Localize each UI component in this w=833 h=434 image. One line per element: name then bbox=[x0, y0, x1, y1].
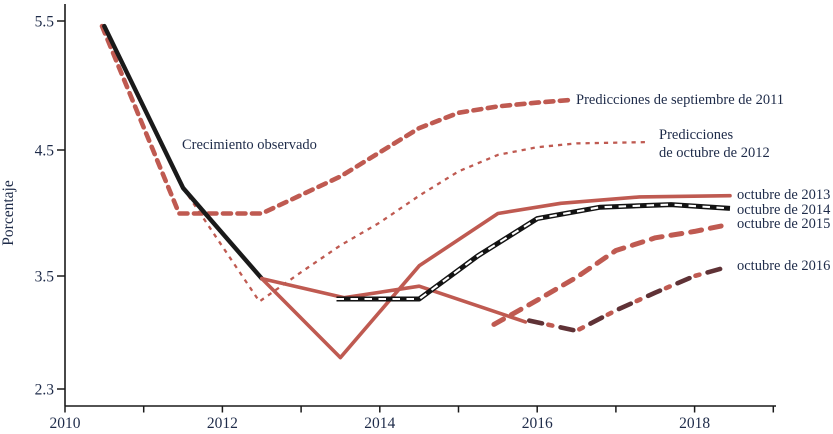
y-tick-label: 5.5 bbox=[35, 14, 55, 31]
series-oct2016-overlay bbox=[527, 266, 725, 334]
y-tick-label: 4.5 bbox=[35, 143, 55, 160]
series-oct2015 bbox=[491, 222, 729, 327]
label-octubre-2016: octubre de 2016 bbox=[737, 258, 831, 274]
x-tick-label: 2012 bbox=[207, 415, 238, 432]
x-tick-label: 2018 bbox=[679, 415, 710, 432]
series-oct2012 bbox=[182, 140, 648, 303]
label-predicciones-octubre-2012: Predicciones de octubre de 2012 bbox=[659, 127, 770, 161]
x-tick-label: 2016 bbox=[522, 415, 553, 432]
series-sep2011 bbox=[99, 23, 571, 216]
label-octubre-2015: octubre de 2015 bbox=[737, 216, 831, 232]
series-observado bbox=[102, 23, 264, 281]
x-tick-label: 2014 bbox=[364, 415, 395, 432]
y-tick-label: 2.3 bbox=[35, 382, 55, 399]
label-octubre-2014: octubre de 2014 bbox=[737, 202, 831, 218]
series-continuacion bbox=[260, 276, 528, 324]
series-oct2014-overlay bbox=[336, 203, 731, 301]
series-oct2013 bbox=[260, 193, 732, 360]
y-axis-title: Porcentaje bbox=[0, 180, 17, 246]
x-tick-label: 2010 bbox=[50, 415, 81, 432]
y-tick-label: 3.5 bbox=[35, 269, 55, 286]
label-octubre-2013: octubre de 2013 bbox=[737, 187, 831, 203]
series-oct2016 bbox=[527, 266, 725, 334]
label-predicciones-septiembre-2011: Predicciones de septiembre de 2011 bbox=[576, 92, 785, 108]
label-crecimiento-observado: Crecimiento observado bbox=[182, 137, 317, 153]
